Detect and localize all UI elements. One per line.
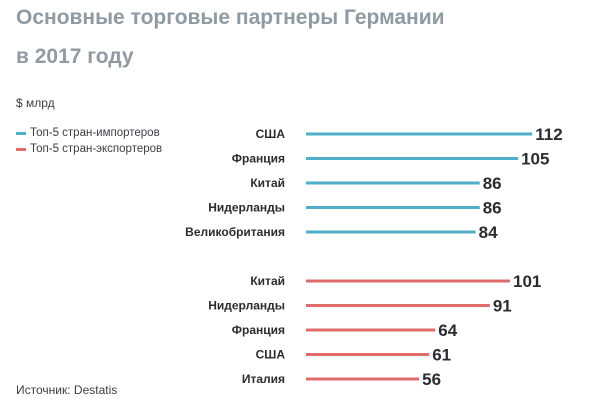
value-label: 56: [422, 370, 441, 389]
unit-label: $ млрд: [16, 96, 55, 110]
legend-swatch-exporters: [16, 147, 26, 151]
category-label: Китай: [250, 274, 285, 288]
bar: [306, 304, 490, 307]
bar: [306, 328, 436, 332]
bar: [306, 230, 476, 234]
legend-label-importers: Топ-5 стран-импортеров: [30, 127, 160, 139]
bar: [306, 157, 519, 160]
bar: [306, 132, 533, 136]
value-label: 86: [483, 199, 502, 218]
bar: [306, 353, 430, 356]
source-note: Источник: Destatis: [16, 383, 118, 397]
legend-item-exporters: Топ-5 стран-экспортеров: [16, 143, 162, 155]
bar: [306, 206, 480, 209]
bar: [306, 279, 511, 283]
value-label: 105: [521, 150, 549, 169]
category-label: Китай: [250, 176, 285, 190]
value-label: 64: [438, 321, 457, 340]
value-label: 101: [513, 272, 541, 291]
value-label: 86: [483, 174, 502, 193]
value-label: 61: [432, 346, 451, 365]
category-label: Великобритания: [185, 225, 285, 239]
legend-item-importers: Топ-5 стран-импортеров: [16, 127, 160, 139]
category-label: США: [256, 127, 286, 141]
bar: [306, 181, 480, 185]
chart-title-line2: в 2017 году: [16, 45, 134, 68]
value-label: 112: [535, 125, 562, 144]
value-label: 91: [493, 297, 512, 316]
legend-swatch-importers: [16, 131, 26, 135]
value-label: 84: [479, 223, 498, 242]
category-label: Франция: [232, 323, 285, 337]
bar: [306, 377, 420, 381]
category-label: Италия: [242, 372, 285, 386]
category-label: Нидерланды: [208, 201, 285, 215]
chart-title-line1: Основные торговые партнеры Германии: [16, 6, 445, 29]
category-label: Франция: [232, 152, 285, 166]
category-label: США: [256, 348, 286, 362]
legend-label-exporters: Топ-5 стран-экспортеров: [30, 143, 163, 155]
category-label: Нидерланды: [208, 299, 285, 313]
